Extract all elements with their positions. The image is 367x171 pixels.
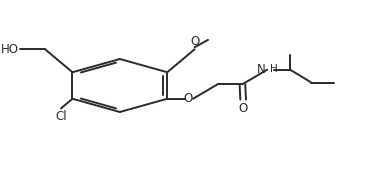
Text: O: O [191,35,200,48]
Text: HO: HO [1,43,19,56]
Text: Cl: Cl [55,110,67,123]
Text: O: O [239,102,248,115]
Text: H: H [270,64,278,74]
Text: O: O [184,92,193,105]
Text: N: N [257,63,266,76]
